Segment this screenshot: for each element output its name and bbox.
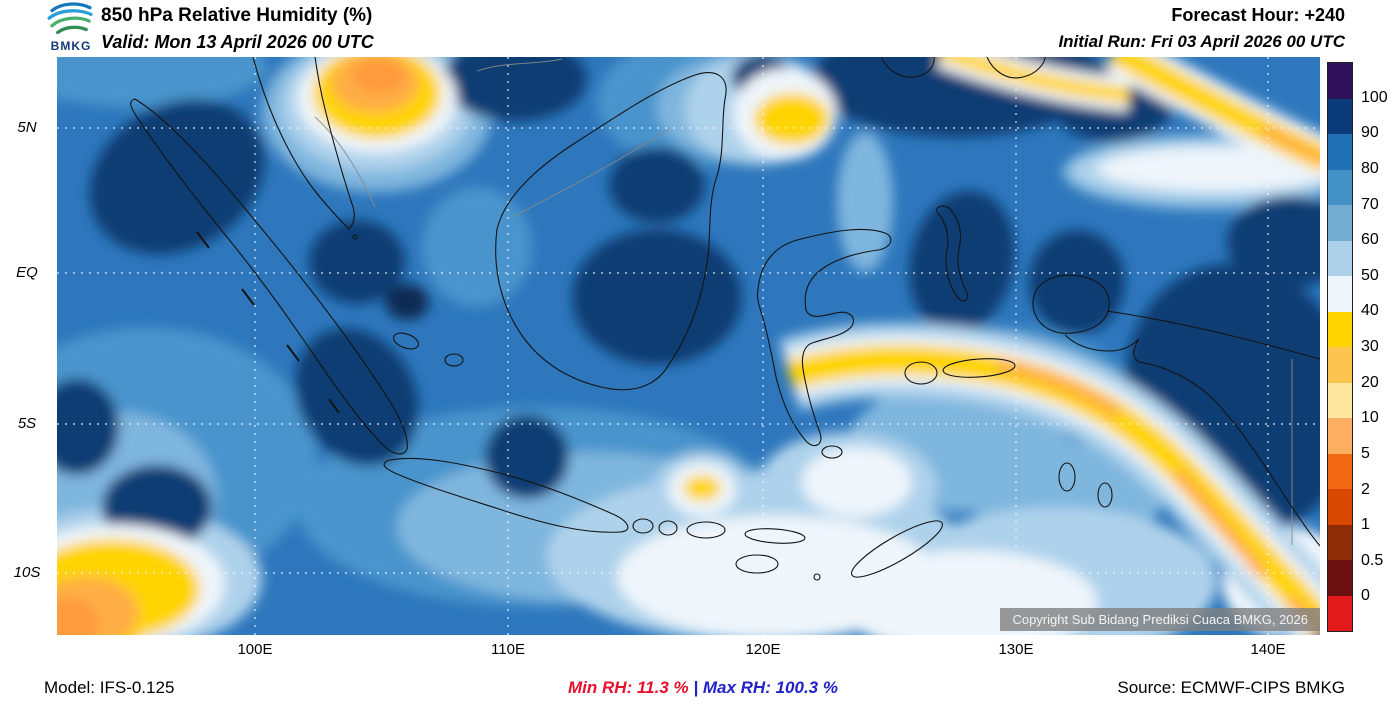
colorbar-label: 90 (1361, 124, 1379, 142)
colorbar-band (1328, 418, 1352, 454)
bmkg-logo: BMKG (44, 2, 98, 56)
colorbar-label: 80 (1361, 159, 1379, 177)
colorbar-label: 100 (1361, 88, 1388, 106)
lon-tick-100e: 100E (237, 641, 273, 658)
minmax-readout: Min RH: 11.3 % | Max RH: 100.3 % (568, 678, 838, 698)
colorbar-band (1328, 311, 1352, 347)
colorbar-band (1328, 489, 1352, 525)
colorbar-label: 2 (1361, 480, 1370, 498)
humidity-map-canvas (57, 57, 1320, 635)
min-rh: Min RH: 11.3 % (568, 678, 689, 697)
colorbar-band (1328, 524, 1352, 560)
colorbar-band (1328, 63, 1352, 99)
forecast-hour: Forecast Hour: +240 (1171, 5, 1345, 25)
colorbar-band (1328, 595, 1352, 631)
source-label: Source: ECMWF-CIPS BMKG (1117, 678, 1345, 697)
coastline-layer (130, 57, 1320, 581)
colorbar-label: 70 (1361, 195, 1379, 213)
copyright-overlay: Copyright Sub Bidang Prediksi Cuaca BMKG… (1000, 608, 1320, 631)
bmkg-logo-text: BMKG (50, 39, 92, 53)
colorbar-band (1328, 560, 1352, 596)
lat-tick-5s: 5S (17, 415, 37, 432)
lon-tick-110e: 110E (491, 641, 525, 658)
colorbar-band (1328, 347, 1352, 383)
lat-tick-10s: 10S (13, 564, 41, 581)
colorbar-band (1328, 240, 1352, 276)
lon-tick-140e: 140E (1250, 641, 1286, 658)
lon-tick-130e: 130E (998, 641, 1034, 658)
colorbar-label: 10 (1361, 409, 1379, 427)
colorbar-swatches (1327, 62, 1353, 632)
colorbar-label: 50 (1361, 266, 1379, 284)
initial-run: Initial Run: Fri 03 April 2026 00 UTC (1058, 32, 1345, 51)
colorbar-band (1328, 453, 1352, 489)
colorbar-band (1328, 205, 1352, 241)
model-label: Model: IFS-0.125 (44, 678, 175, 697)
gridline-layer (57, 57, 1320, 635)
colorbar-label: 30 (1361, 338, 1379, 355)
colorbar-labels: 100 90 80 70 60 50 40 30 20 10 5 2 1 0.5 0 (1361, 62, 1399, 632)
humidity-map: Copyright Sub Bidang Prediksi Cuaca BMKG… (57, 57, 1320, 635)
lon-tick-120e: 120E (745, 641, 781, 658)
minmax-separator: | (693, 678, 699, 697)
colorbar-label: 1 (1361, 516, 1370, 534)
colorbar-band (1328, 98, 1352, 134)
colorbar-label: 20 (1361, 373, 1379, 391)
colorbar-label: 0.5 (1361, 551, 1384, 569)
colorbar-label: 5 (1361, 444, 1370, 462)
colorbar-band (1328, 382, 1352, 418)
colorbar-band (1328, 276, 1352, 312)
colorbar-label: 40 (1361, 302, 1379, 320)
bmkg-logo-icon (47, 2, 93, 35)
max-rh: Max RH: 100.3 % (702, 678, 838, 697)
colorbar-band (1328, 134, 1352, 170)
valid-time: Valid: Mon 13 April 2026 00 UTC (101, 32, 374, 52)
colorbar-label: 0 (1361, 587, 1370, 605)
colorbar-band (1328, 169, 1352, 205)
colorbar-label: 60 (1361, 231, 1379, 249)
page-title: 850 hPa Relative Humidity (%) (101, 5, 373, 26)
border-layer (314, 58, 1293, 545)
lat-tick-eq: EQ (16, 264, 38, 281)
lat-tick-5n: 5N (17, 119, 37, 136)
